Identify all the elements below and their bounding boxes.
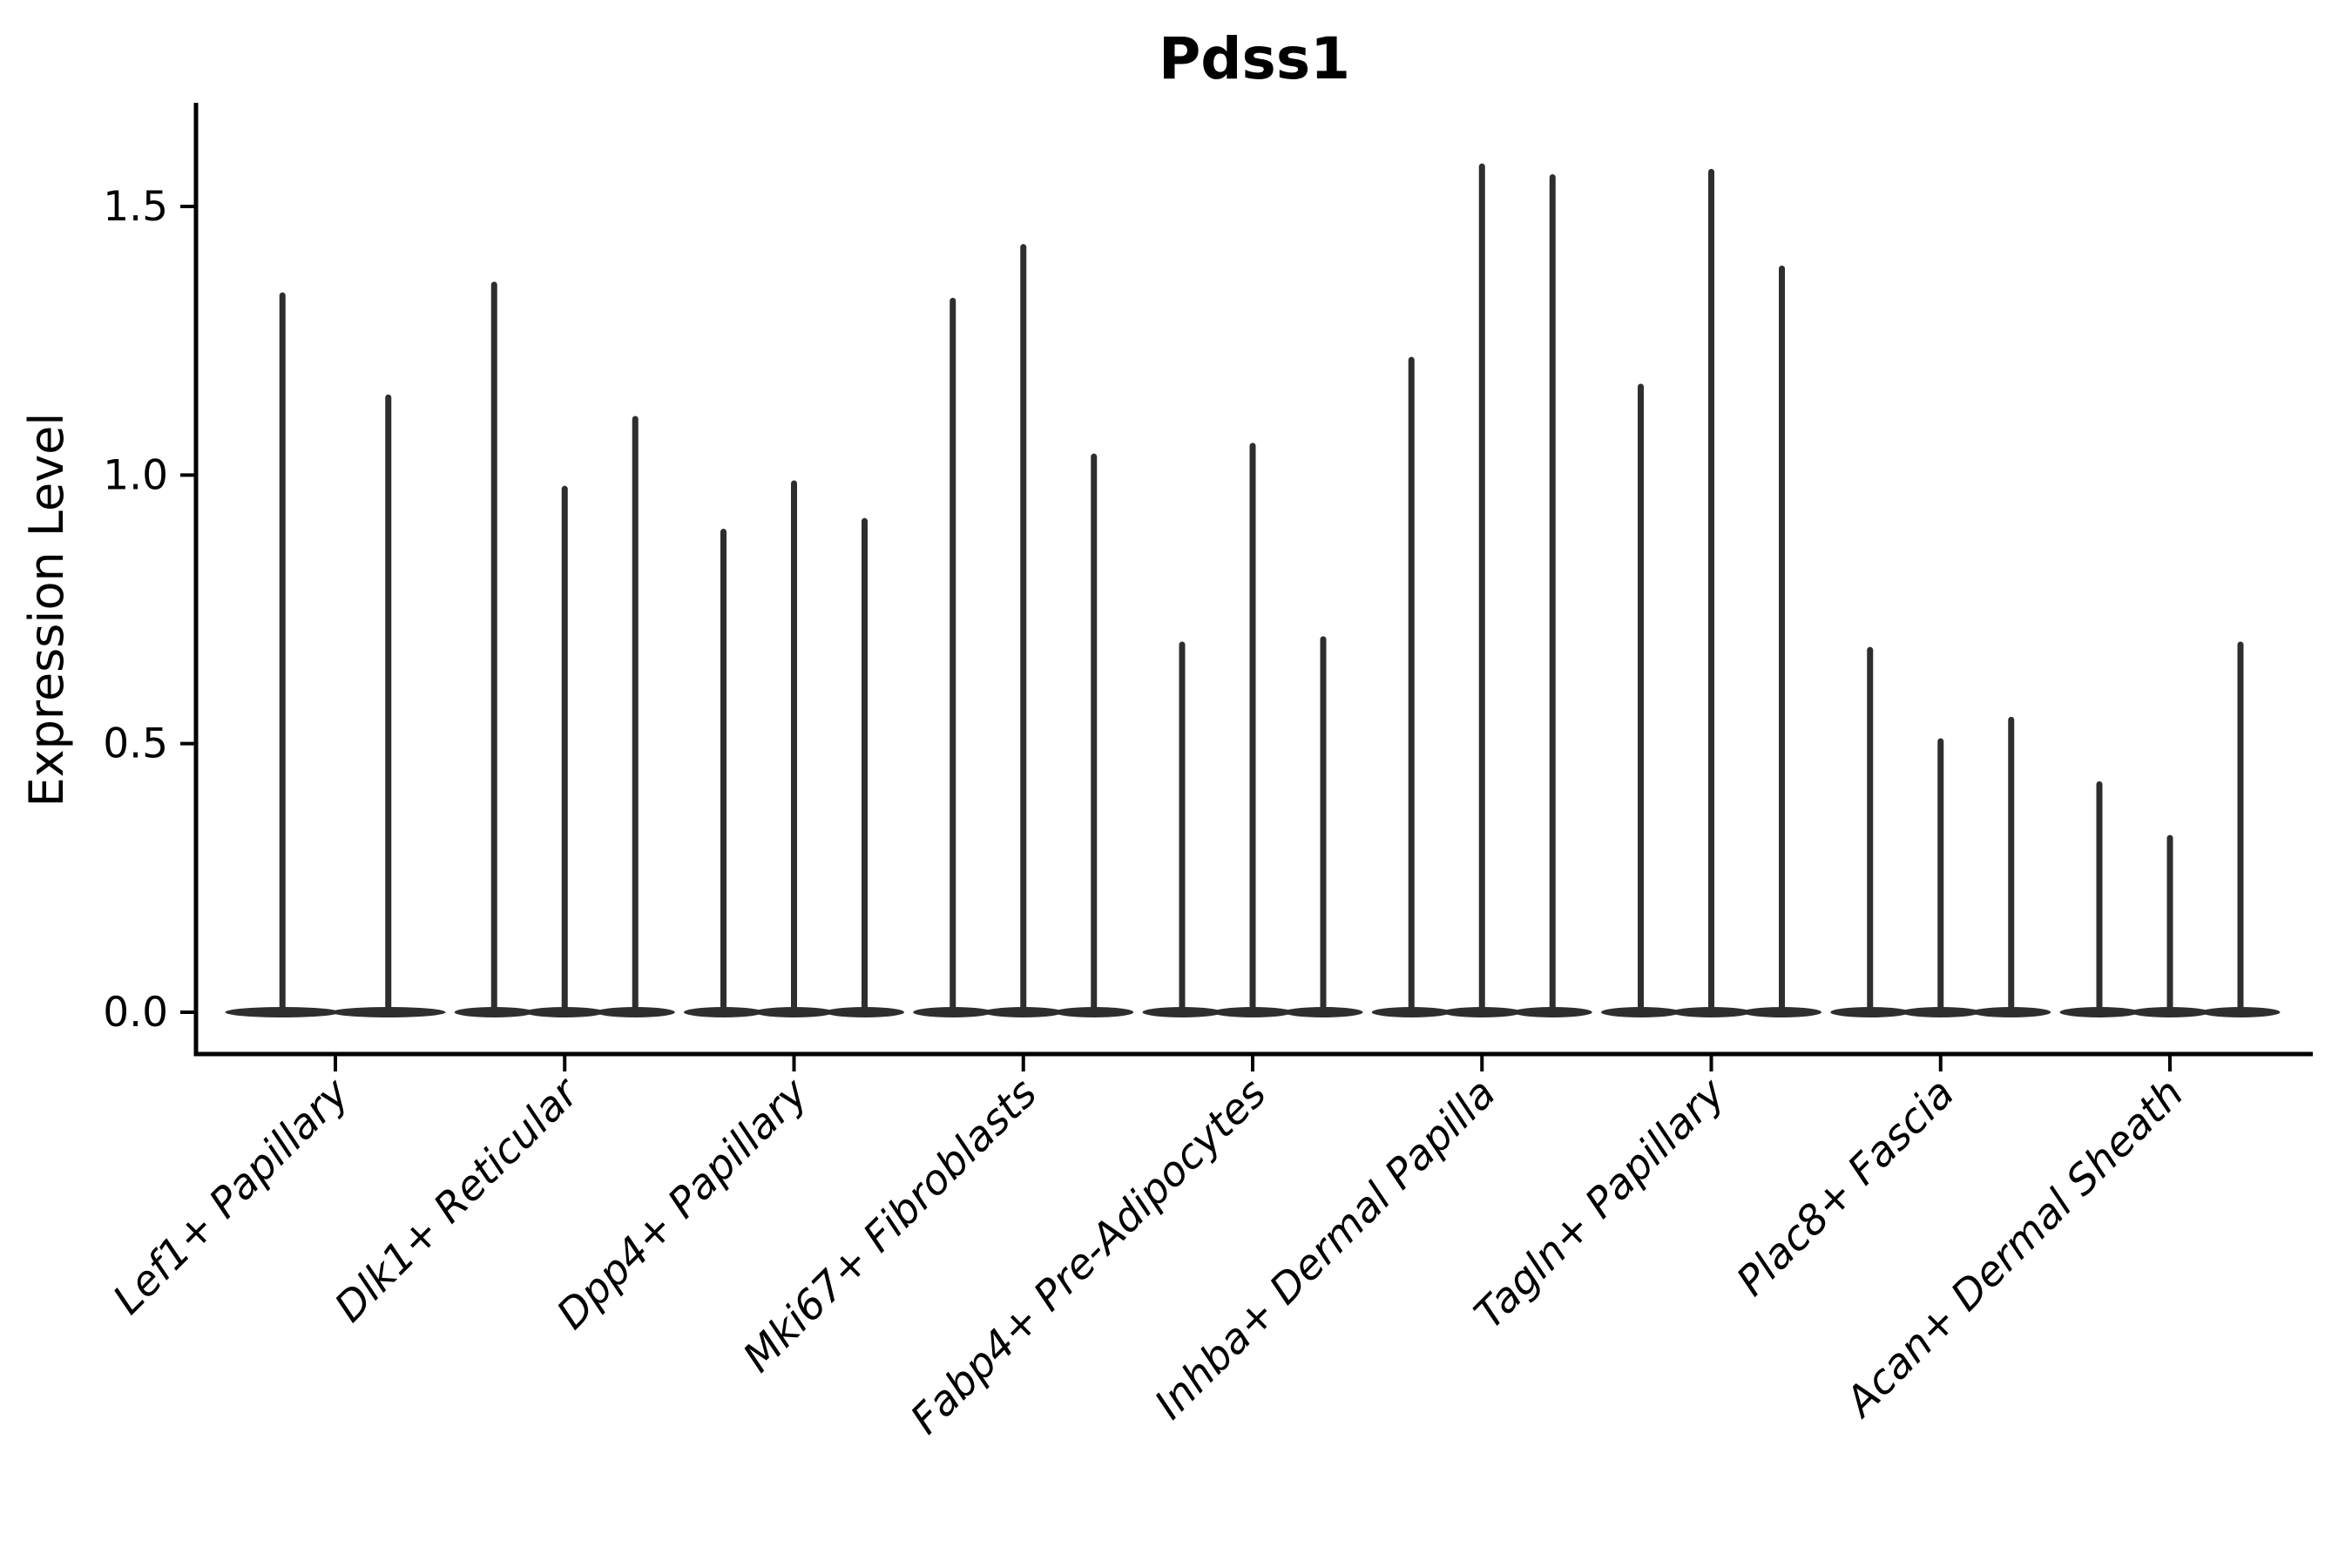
violin-tail [385,394,392,1015]
violin [913,297,993,1017]
y-tick-label: 1.5 [103,183,168,231]
violin-tail [1179,641,1186,1015]
violin [1442,163,1522,1017]
violin-tail [862,517,868,1015]
violin-tail [2237,641,2244,1015]
violin [2059,781,2139,1017]
violin [1971,716,2051,1017]
y-axis-label: Expression Level [19,413,74,808]
violin [2130,835,2210,1017]
plot-title: Pdss1 [1159,25,1350,92]
violin [1512,173,1592,1017]
violin-tail [720,528,727,1015]
violin [454,281,534,1017]
violin [1830,646,1910,1017]
violin-tail [1867,646,1874,1015]
violin-tail [2096,781,2103,1015]
violin-tail [1708,168,1714,1015]
violin-tail [1638,383,1644,1015]
violin [1672,168,1751,1017]
violin-tail [2008,716,2015,1015]
x-tick-label: Dlk1+ Reticular [326,1068,590,1332]
violin-tail [791,480,797,1015]
x-tick-label: Tagln+ Papillary [1465,1069,1735,1339]
violin-tail [1549,173,1556,1015]
violin-tail [2166,835,2173,1015]
violin-tail [1478,163,1485,1015]
violin-layer [225,163,2281,1017]
violin-tail [1779,265,1785,1015]
violin-tail [950,297,956,1015]
violin [524,485,605,1017]
violin [595,416,675,1017]
x-tick-label: Dpp4+ Papillary [548,1069,818,1339]
violin-tail [279,292,286,1015]
violin [2200,641,2281,1017]
violin-tail [1937,738,1944,1015]
violin [983,244,1064,1017]
violin-tail [1091,453,1098,1015]
violin-tail [490,281,497,1015]
violin [1371,356,1451,1017]
violin-tail [1249,443,1256,1015]
violin [1601,383,1680,1017]
violin [825,517,904,1017]
violin [1142,641,1222,1017]
violin [684,528,763,1017]
violin-tail [1320,636,1327,1015]
violin [754,480,834,1017]
x-tick-label: Plac8+ Fascia [1727,1070,1963,1306]
x-tick-label: Lef1+ Papillary [104,1069,359,1324]
violin-tail [1408,356,1415,1015]
y-tick-label: 0.0 [103,989,168,1037]
violin [1213,443,1293,1017]
violin [1283,636,1363,1017]
violin [1054,453,1134,1017]
violin-tail [632,416,639,1015]
y-tick-label: 1.0 [103,451,168,499]
violin [331,394,446,1017]
violin [1742,265,1821,1017]
violin-tail [561,485,568,1015]
y-tick-label: 0.5 [103,720,168,768]
violin-tail [1020,244,1027,1015]
violin [1901,738,1981,1017]
violin [225,292,340,1017]
